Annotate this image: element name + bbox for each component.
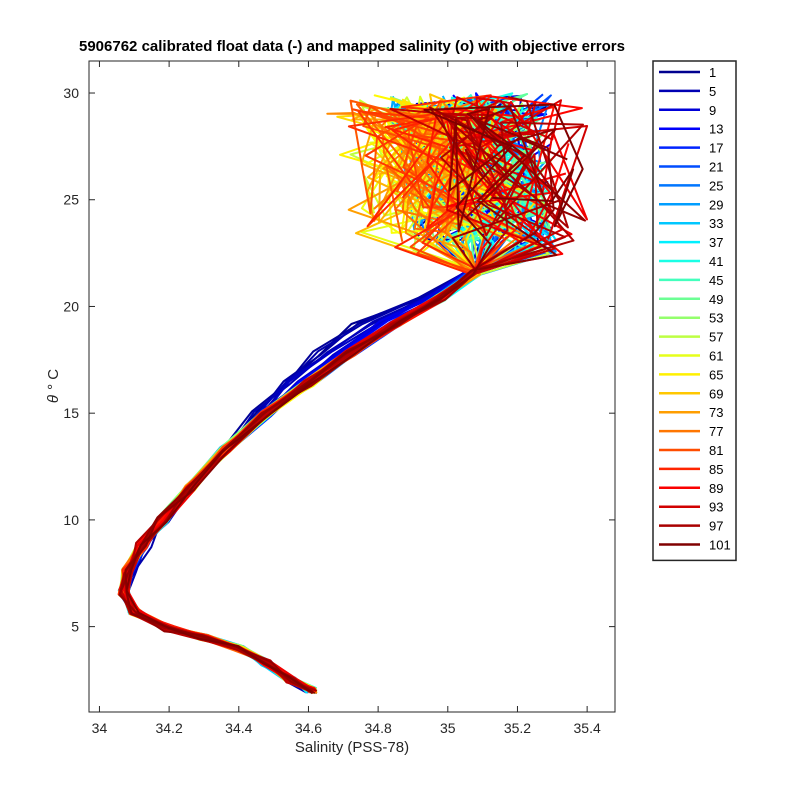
x-tick-label: 34.6 <box>295 720 322 736</box>
x-axis-ticks: 34 34.2 34.4 34.6 34.8 35 35.2 35.4 <box>92 61 601 736</box>
x-tick-label: 35.2 <box>504 720 531 736</box>
y-tick-label: 15 <box>63 405 79 421</box>
legend-label: 81 <box>709 443 723 458</box>
legend-label: 13 <box>709 122 723 137</box>
y-axis-ticks: 5 10 15 20 25 30 <box>63 85 615 635</box>
profile-line <box>118 106 586 693</box>
legend-label: 17 <box>709 141 723 156</box>
legend-label: 97 <box>709 519 723 534</box>
y-axis-label-unit: ° C <box>45 369 62 390</box>
legend-label: 69 <box>709 386 723 401</box>
y-tick-label: 30 <box>63 85 79 101</box>
legend-label: 25 <box>709 178 723 193</box>
legend-label: 57 <box>709 330 723 345</box>
legend-label: 41 <box>709 254 723 269</box>
legend-label: 73 <box>709 405 723 420</box>
x-tick-label: 34.4 <box>225 720 252 736</box>
y-axis-label: θ ° C <box>45 369 62 403</box>
y-tick-label: 5 <box>71 619 79 635</box>
chart-title: 5906762 calibrated float data (-) and ma… <box>79 38 625 55</box>
y-tick-label: 20 <box>63 298 79 314</box>
legend-label: 1 <box>709 65 716 80</box>
x-axis-label: Salinity (PSS-78) <box>295 739 409 756</box>
legend-label: 37 <box>709 235 723 250</box>
profile-line <box>125 103 584 695</box>
legend-label: 61 <box>709 349 723 364</box>
legend-box <box>652 60 737 562</box>
legend-label: 29 <box>709 197 723 212</box>
plot-frame <box>88 60 616 713</box>
legend-label: 53 <box>709 311 723 326</box>
legend-label: 85 <box>709 462 723 477</box>
x-tick-label: 34 <box>92 720 108 736</box>
legend-label: 45 <box>709 273 723 288</box>
legend-label: 77 <box>709 424 723 439</box>
y-tick-label: 25 <box>63 192 79 208</box>
x-tick-label: 35 <box>440 720 456 736</box>
profile-line <box>124 107 568 695</box>
legend-label: 9 <box>709 103 716 118</box>
x-tick-label: 34.8 <box>365 720 392 736</box>
legend-label: 65 <box>709 367 723 382</box>
legend-label: 33 <box>709 216 723 231</box>
legend-label: 93 <box>709 500 723 515</box>
legend-label: 21 <box>709 160 723 175</box>
y-axis-label-symbol: θ <box>45 395 62 403</box>
y-tick-label: 10 <box>63 512 79 528</box>
legend-label: 5 <box>709 84 716 99</box>
legend-label: 49 <box>709 292 723 307</box>
x-tick-label: 34.2 <box>155 720 182 736</box>
x-tick-label: 35.4 <box>574 720 601 736</box>
legend-label: 89 <box>709 481 723 496</box>
profile-curves <box>117 92 589 695</box>
legend-label: 101 <box>709 538 731 553</box>
legend: 1 5 9 13 17 21 25 29 33 37 41 45 49 53 57 61 65 69 73 77 81 8… <box>652 60 737 562</box>
